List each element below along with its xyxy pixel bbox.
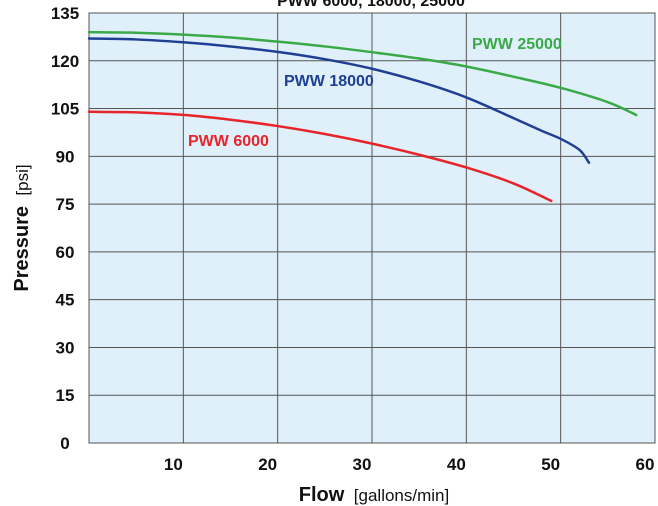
series-labels: PWW 6000 PWW 18000 PWW 25000 <box>188 36 562 150</box>
series-lines <box>87 30 638 203</box>
y-tick-label: 90 <box>56 147 75 166</box>
series-line-pww-6000 <box>87 110 553 203</box>
y-tick-label: 45 <box>56 291 75 310</box>
x-tick-label: 30 <box>353 455 372 474</box>
series-label-pww-6000: PWW 6000 <box>188 133 269 150</box>
y-tick-label: 15 <box>56 386 75 405</box>
x-tick-label: 40 <box>447 455 466 474</box>
x-axis-label: Flow <box>299 484 345 506</box>
y-tick-label: 60 <box>56 243 75 262</box>
y-tick-label: 120 <box>51 52 79 71</box>
x-tick-label: 60 <box>636 455 655 474</box>
y-tick-label: 135 <box>51 4 79 23</box>
series-line-pww-25000 <box>87 30 638 117</box>
y-tick-label: 105 <box>51 100 79 119</box>
y-axis-unit: [psi] <box>13 164 32 195</box>
y-tick-labels: 0 15 30 45 60 75 90 105 120 135 <box>51 4 79 453</box>
y-axis-title: Pressure [psi] <box>11 164 33 291</box>
x-axis-unit: [gallons/min] <box>354 486 449 505</box>
x-axis-title: Flow [gallons/min] <box>299 484 449 506</box>
series-line-pww-18000 <box>87 37 591 164</box>
grid-lines <box>89 13 655 443</box>
svg-text:Pressure [psi]: Pressure [psi] <box>11 164 33 291</box>
x-tick-labels: 10 20 30 40 50 60 <box>164 455 655 474</box>
x-tick-label: 50 <box>541 455 560 474</box>
series-label-pww-25000: PWW 25000 <box>472 36 562 53</box>
chart-title: PWW 6000, 18000, 25000 <box>277 0 465 10</box>
y-axis-label: Pressure <box>11 206 33 292</box>
y-tick-label: 75 <box>56 195 75 214</box>
x-tick-label: 10 <box>164 455 183 474</box>
series-label-pww-18000: PWW 18000 <box>284 73 374 90</box>
y-tick-label: 30 <box>56 338 75 357</box>
x-tick-label: 20 <box>258 455 277 474</box>
y-tick-label: 0 <box>60 434 69 453</box>
